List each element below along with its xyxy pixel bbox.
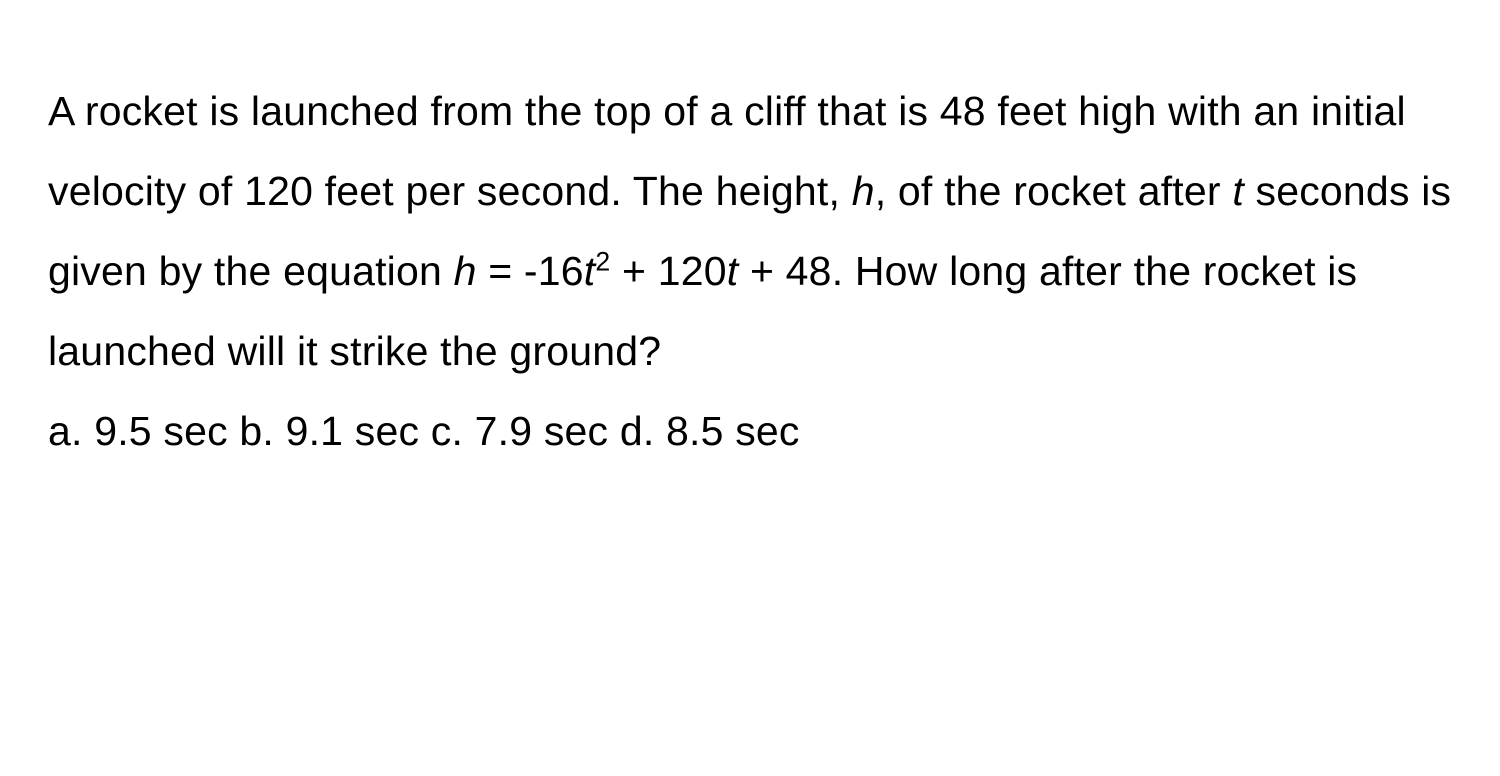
answer-a-value: 9.5 sec — [94, 408, 228, 454]
problem-text-2: , of the rocket after — [875, 168, 1233, 214]
exponent: 2 — [595, 246, 610, 276]
problem-text-5: + 120 — [610, 248, 726, 294]
answer-option-a[interactable]: a. 9.5 sec — [48, 408, 239, 454]
variable-t-3: t — [727, 248, 739, 294]
problem-text-4: = -16 — [477, 248, 584, 294]
answer-b-value: 9.1 sec — [286, 408, 420, 454]
answer-d-label: d. — [620, 408, 655, 454]
variable-h-2: h — [454, 248, 477, 294]
answer-choices: a. 9.5 sec b. 9.1 sec c. 7.9 sec d. 8.5 … — [48, 392, 1452, 472]
answer-c-label: c. — [431, 408, 463, 454]
answer-option-d[interactable]: d. 8.5 sec — [620, 408, 800, 454]
variable-h: h — [852, 168, 875, 214]
answer-option-c[interactable]: c. 7.9 sec — [431, 408, 620, 454]
problem-statement: A rocket is launched from the top of a c… — [48, 72, 1452, 392]
answer-a-label: a. — [48, 408, 83, 454]
variable-t-2: t — [584, 248, 596, 294]
answer-b-label: b. — [239, 408, 274, 454]
answer-c-value: 7.9 sec — [475, 408, 609, 454]
variable-t: t — [1232, 168, 1244, 214]
answer-d-value: 8.5 sec — [666, 408, 800, 454]
answer-option-b[interactable]: b. 9.1 sec — [239, 408, 430, 454]
